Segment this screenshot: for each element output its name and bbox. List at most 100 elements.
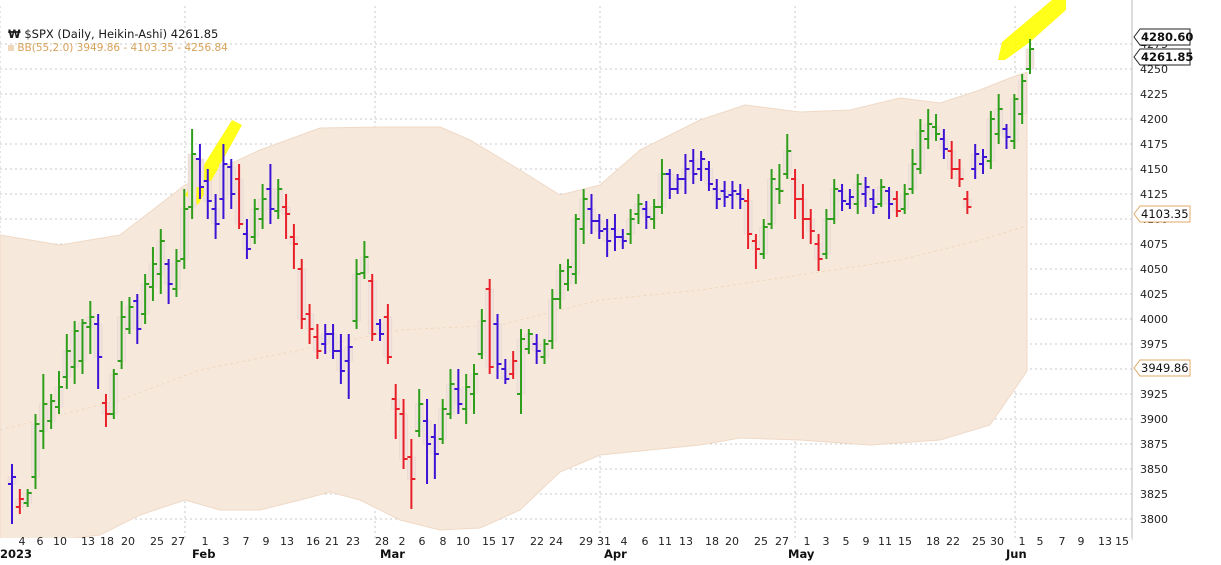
price-tag-label: 4103.35 (1141, 207, 1189, 221)
ohlc-bar (845, 189, 854, 209)
ohlc-bar (266, 164, 275, 224)
x-tick-label: 6 (419, 535, 426, 548)
ohlc-bar (352, 259, 361, 329)
ohlc-bar (423, 399, 432, 484)
x-tick-label: 1 (804, 535, 811, 548)
ohlc-bar (720, 181, 729, 207)
ohlc-bar (744, 189, 753, 249)
y-tick-label: 3975 (1140, 338, 1168, 351)
ohlc-bar (368, 274, 377, 341)
x-tick-label: 18 (100, 535, 114, 548)
x-tick-label: 7 (243, 535, 250, 548)
price-tag-label: 4261.85 (1141, 50, 1193, 64)
ohlc-bar (282, 194, 291, 239)
x-tick-label: 25 (150, 535, 164, 548)
ohlc-bar (759, 219, 768, 259)
ohlc-bar (133, 294, 142, 344)
x-tick-label: 11 (878, 535, 892, 548)
ohlc-bar (258, 184, 267, 229)
x-tick-label: 15 (482, 535, 496, 548)
ohlc-bar (195, 144, 204, 199)
ohlc-bar (8, 464, 16, 524)
ohlc-bar (986, 111, 995, 169)
x-tick-label: 3 (223, 535, 230, 548)
x-tick-label: 1 (202, 535, 209, 548)
x-tick-label: 16 (306, 535, 320, 548)
ohlc-bar (924, 109, 933, 149)
ohlc-bar (571, 214, 580, 284)
x-tick-label: 20 (121, 535, 135, 548)
bollinger-band (0, 71, 1028, 546)
y-axis-bg (1132, 0, 1221, 565)
price-tag-label: 4280.60 (1141, 30, 1193, 44)
y-tick-label: 4250 (1140, 63, 1168, 76)
ohlc-bar (885, 187, 894, 219)
ohlc-bar (548, 289, 557, 349)
ohlc-bar (1010, 94, 1019, 149)
ohlc-bar (751, 234, 760, 269)
x-tick-label: 1 (1019, 535, 1026, 548)
x-tick-label: 13 (1098, 535, 1112, 548)
ohlc-bar (579, 189, 588, 244)
ohlc-bar (932, 114, 941, 141)
ohlc-bar (344, 334, 353, 399)
ohlc-bar (556, 264, 565, 309)
x-tick-label: 9 (1078, 535, 1085, 548)
ohlc-bar (376, 319, 385, 341)
ohlc-bar (219, 144, 228, 219)
x-tick-label: 10 (53, 535, 67, 548)
symbol-legend: ₩ $SPX (Daily, Heikin-Ashi) 4261.85 (8, 27, 228, 41)
chart-legend: ₩ $SPX (Daily, Heikin-Ashi) 4261.85 BB(5… (8, 27, 228, 55)
ohlc-bar (62, 334, 71, 389)
ohlc-bar (939, 129, 948, 159)
ohlc-bar (470, 364, 479, 414)
ohlc-bar (853, 174, 862, 214)
y-tick-label: 4000 (1140, 313, 1168, 326)
price-tag: 4280.60 (1133, 28, 1193, 46)
ohlc-bar (877, 179, 886, 207)
x-tick-label: 4 (621, 535, 628, 548)
ohlc-bar (407, 439, 416, 509)
x-tick-label: 22 (946, 535, 960, 548)
ohlc-bar (15, 489, 24, 514)
ohlc-bar (798, 184, 807, 239)
ohlc-bar (587, 194, 596, 234)
y-tick-label: 3825 (1140, 488, 1168, 501)
ohlc-bar (321, 324, 330, 354)
ohlc-bar (156, 229, 165, 294)
x-tick-label: 29 (579, 535, 593, 548)
ohlc-bar (955, 159, 964, 187)
x-tick-label: 23 (346, 535, 360, 548)
price-tag: 4103.35 (1133, 205, 1191, 223)
ohlc-bar (101, 394, 110, 427)
x-tick-label: 9 (863, 535, 870, 548)
ohlc-bar (838, 184, 847, 211)
ohlc-bar (117, 301, 126, 369)
x-tick-label: 5 (1037, 535, 1044, 548)
symbol-legend-text: $SPX (Daily, Heikin-Ashi) 4261.85 (24, 27, 219, 41)
x-tick-label: 17 (501, 535, 515, 548)
ohlc-bar (235, 164, 244, 229)
ohlc-bar (704, 161, 713, 191)
ohlc-bar (391, 384, 400, 439)
x-tick-label: 18 (705, 535, 719, 548)
ohlc-bar (610, 214, 619, 251)
ohlc-bar (963, 191, 972, 214)
price-tag: 3949.86 (1133, 359, 1191, 377)
ohlc-bar (313, 324, 322, 359)
ohlc-bar (86, 301, 95, 354)
x-tick-label: 13 (81, 535, 95, 548)
ohlc-bar (697, 151, 706, 181)
ohlc-bar (109, 369, 118, 419)
price-tag: 4261.85 (1133, 48, 1193, 66)
x-tick-label: 10 (456, 535, 470, 548)
x-month-label: May (788, 547, 815, 561)
ohlc-bar (626, 209, 635, 244)
x-tick-label: 6 (37, 535, 44, 548)
ohlc-bar (250, 199, 259, 244)
ohlc-bar (712, 179, 721, 209)
ohlc-bar (211, 194, 220, 239)
ohlc-bar (242, 219, 251, 259)
ohlc-bar (900, 184, 909, 214)
